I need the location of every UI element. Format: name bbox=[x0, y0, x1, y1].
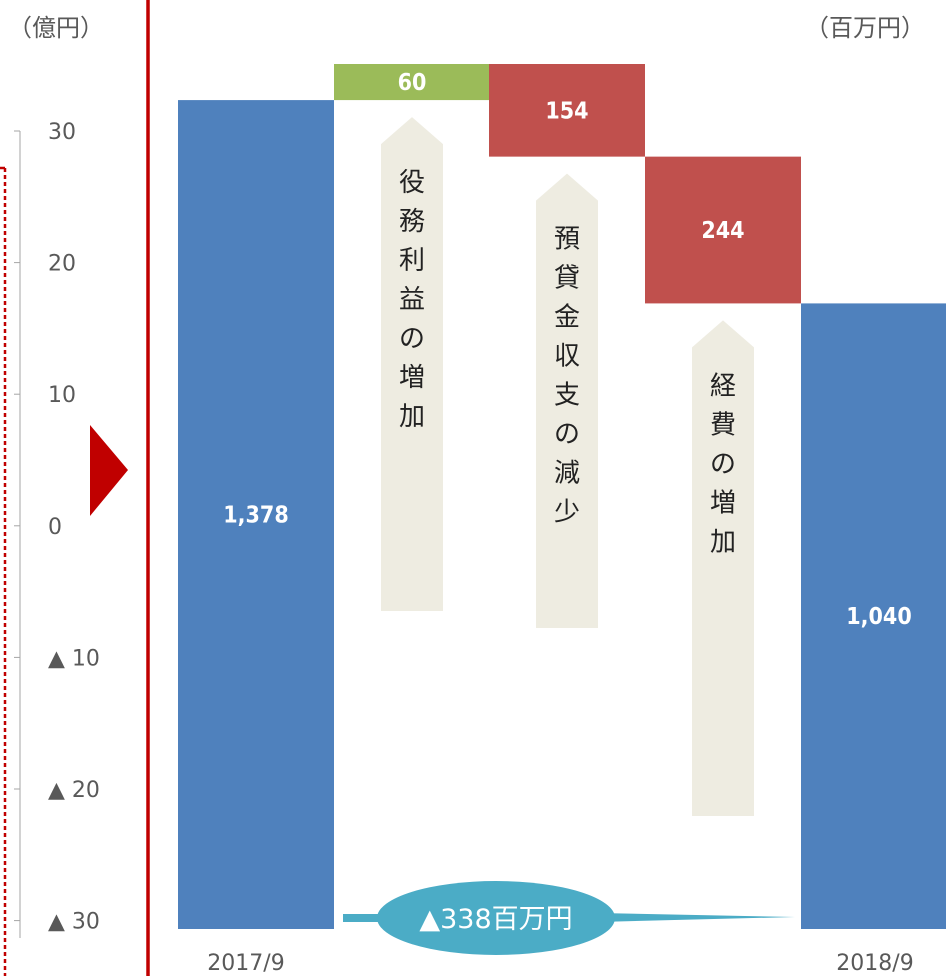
factor-arrow-char: 加 bbox=[399, 402, 425, 432]
x-category-label: 2017/9 bbox=[207, 951, 284, 976]
waterfall-bar bbox=[801, 303, 946, 929]
left-axis-tick-label: ▲ 20 bbox=[48, 778, 100, 803]
factor-arrow-shape bbox=[381, 117, 443, 611]
left-axis-tick-label: 0 bbox=[48, 515, 62, 540]
factor-arrow-char: の bbox=[399, 324, 425, 354]
bar-value-label: 154 bbox=[545, 98, 588, 124]
factor-arrow-shape bbox=[536, 173, 598, 628]
left-unit-label: （億円） bbox=[8, 14, 104, 42]
right-unit-label: （百万円） bbox=[805, 14, 925, 42]
total-change-arrow-right bbox=[598, 913, 795, 922]
left-axis-tick-label: ▲ 10 bbox=[48, 646, 100, 671]
factor-arrow-char: 務 bbox=[399, 207, 425, 237]
total-change-bar-left bbox=[343, 914, 395, 922]
left-axis-tick-label: ▲ 30 bbox=[48, 910, 100, 935]
waterfall-bar bbox=[645, 156, 801, 304]
factor-arrow-char: 貸 bbox=[554, 264, 580, 294]
factor-arrow-char: 少 bbox=[554, 498, 580, 528]
bar-value-label: 1,040 bbox=[846, 604, 911, 630]
left-axis-tick-label: 20 bbox=[48, 252, 76, 277]
pointer-triangle bbox=[90, 425, 128, 516]
total-change-indicator: ▲338百万円 bbox=[343, 881, 795, 955]
bar-value-label: 1,378 bbox=[223, 503, 288, 529]
factor-arrow-shape bbox=[692, 320, 754, 816]
x-category-label: 2018/9 bbox=[836, 951, 913, 976]
bar-value-label: 244 bbox=[701, 218, 744, 244]
waterfall-bar bbox=[178, 100, 334, 929]
left-axis-ticks: 30 20 10 0 ▲ 10 ▲ 20 ▲ 30 bbox=[14, 120, 100, 935]
factor-arrow-char: 加 bbox=[710, 527, 736, 557]
factor-arrow-char: 費 bbox=[710, 410, 736, 440]
left-axis-tick-label: 10 bbox=[48, 383, 76, 408]
factor-arrow-char: 利 bbox=[399, 246, 425, 276]
factor-arrow-char: 金 bbox=[554, 303, 580, 333]
bar-value-label: 60 bbox=[398, 70, 427, 96]
factor-arrow-char: 増 bbox=[399, 363, 425, 393]
factor-arrow-char: 益 bbox=[399, 285, 425, 315]
waterfall-bars: 1,378 60 154 244 1,040 bbox=[178, 64, 946, 929]
factor-arrow-char: 役 bbox=[399, 168, 425, 198]
x-axis-labels: 2017/9 2018/9 bbox=[207, 951, 913, 976]
factor-arrow-char: 経 bbox=[710, 371, 736, 401]
factor-arrow-char: 預 bbox=[554, 225, 580, 255]
total-change-ellipse bbox=[377, 881, 615, 955]
factor-arrow-char: の bbox=[710, 449, 736, 479]
factor-arrow-char: 支 bbox=[554, 381, 580, 411]
left-axis-tick-label: 30 bbox=[48, 120, 76, 145]
factor-arrow-char: 増 bbox=[710, 488, 736, 518]
factor-arrow-char: 減 bbox=[554, 459, 580, 489]
waterfall-bar bbox=[334, 64, 490, 101]
total-change-label: ▲338百万円 bbox=[419, 904, 572, 935]
waterfall-bar bbox=[489, 64, 645, 157]
factor-arrow-char: 収 bbox=[554, 342, 580, 372]
factor-arrow-char: の bbox=[554, 420, 580, 450]
